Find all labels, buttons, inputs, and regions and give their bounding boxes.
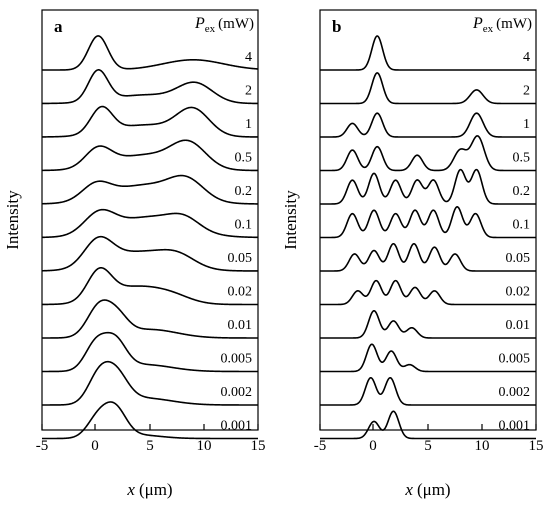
power-label: 0.05 (506, 251, 531, 266)
power-label: 0.2 (235, 184, 253, 199)
trace-line (41, 139, 259, 172)
x-tick-label: 15 (529, 438, 544, 454)
power-label: 0.1 (513, 218, 531, 233)
power-label: 4 (523, 50, 530, 65)
trace-line (319, 343, 537, 373)
x-tick-label: 10 (475, 438, 490, 454)
x-tick-label: 5 (424, 438, 432, 454)
trace-line (319, 309, 537, 339)
trace-line (41, 35, 259, 71)
panel-a: a Pex (mW) -5 0 5 10 15 x (μm) Intensity 4 2 1 0.5 0.2 0… (3, 9, 266, 499)
x-tick-label: -5 (314, 438, 327, 454)
x-tick-label: 0 (91, 438, 99, 454)
power-label: 0.02 (228, 285, 253, 300)
trace-line (319, 168, 537, 205)
power-label: 2 (245, 84, 252, 99)
legend-subscript: ex (205, 23, 216, 35)
power-label: 4 (245, 50, 252, 65)
trace-line (41, 401, 259, 440)
x-tick-label: 10 (197, 438, 212, 454)
power-label: 0.2 (513, 184, 531, 199)
trace-line (319, 72, 537, 105)
x-tick-label: 5 (146, 438, 154, 454)
x-axis-label: x (μm) (404, 480, 450, 499)
trace-line (41, 105, 259, 138)
x-axis-unit: (μm) (139, 480, 173, 499)
power-label: 0.01 (506, 318, 531, 333)
x-tick-label: 15 (251, 438, 266, 454)
power-label: 1 (523, 117, 530, 132)
trace-line (41, 331, 259, 373)
y-axis-label: Intensity (281, 190, 300, 250)
power-label: 0.1 (235, 218, 253, 233)
power-label: 0.001 (499, 419, 531, 434)
trace-line (319, 35, 537, 71)
legend-unit: (mW) (496, 16, 532, 32)
trace-line (319, 410, 537, 440)
trace-line (41, 69, 259, 105)
power-label: 0.05 (228, 251, 253, 266)
trace-line (41, 360, 259, 406)
x-axis-var: x (404, 480, 413, 499)
x-axis-var: x (126, 480, 135, 499)
x-tick-label: 0 (369, 438, 377, 454)
y-axis-label: Intensity (3, 190, 22, 250)
trace-line (41, 208, 259, 239)
power-label: 1 (245, 117, 252, 132)
power-label: 0.001 (221, 419, 253, 434)
legend-unit: (mW) (218, 16, 254, 32)
power-label: 2 (523, 84, 530, 99)
x-tick-label: -5 (36, 438, 49, 454)
trace-line (319, 112, 537, 138)
trace-line (319, 206, 537, 239)
trace-line (319, 279, 537, 306)
power-label: 0.02 (506, 285, 531, 300)
panel-letter: b (332, 17, 341, 36)
power-legend-header: Pex (mW) (194, 15, 254, 35)
x-axis-label: x (μm) (126, 480, 172, 499)
trace-line (41, 299, 259, 339)
power-legend-header: Pex (mW) (472, 15, 532, 35)
trace-line (41, 266, 259, 306)
x-axis-unit: (μm) (417, 480, 451, 499)
trace-line (319, 376, 537, 406)
legend-var: P (472, 15, 483, 32)
trace-line (319, 242, 537, 272)
power-label: 0.002 (221, 385, 253, 400)
legend-var: P (194, 15, 205, 32)
power-label: 0.5 (513, 151, 531, 166)
power-label: 0.5 (235, 151, 253, 166)
power-label: 0.002 (499, 385, 531, 400)
trace-line (41, 174, 259, 205)
legend-subscript: ex (483, 23, 494, 35)
trace-line (41, 235, 259, 272)
panel-letter: a (54, 17, 63, 36)
power-label: 0.01 (228, 318, 253, 333)
power-label: 0.005 (221, 352, 253, 367)
trace-line (319, 135, 537, 172)
power-label: 0.005 (499, 352, 531, 367)
panel-b: b Pex (mW) -5 0 5 10 15 x (μm) Intensity 4 2 1 0.5 0.2 0… (281, 9, 544, 499)
